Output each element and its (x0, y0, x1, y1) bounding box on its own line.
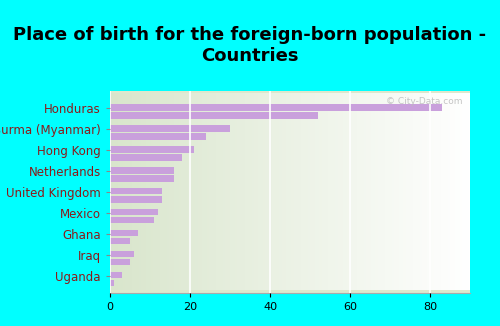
Bar (110, 209, 158, 215)
Bar (110, 280, 114, 286)
Bar (110, 167, 174, 173)
Bar (110, 133, 206, 140)
Bar (110, 146, 194, 153)
Bar (110, 251, 134, 257)
Bar (110, 272, 122, 278)
Bar (110, 188, 162, 195)
Text: Place of birth for the foreign-born population -
Countries: Place of birth for the foreign-born popu… (14, 26, 486, 65)
Bar (110, 154, 182, 161)
Bar (110, 230, 138, 236)
Bar (110, 112, 318, 119)
Bar (110, 259, 130, 265)
Bar (110, 217, 154, 224)
Bar (110, 238, 130, 244)
Bar (110, 175, 174, 182)
Bar (110, 196, 162, 202)
Text: © City-Data.com: © City-Data.com (386, 97, 463, 106)
Bar (110, 104, 442, 111)
Bar (110, 125, 230, 132)
